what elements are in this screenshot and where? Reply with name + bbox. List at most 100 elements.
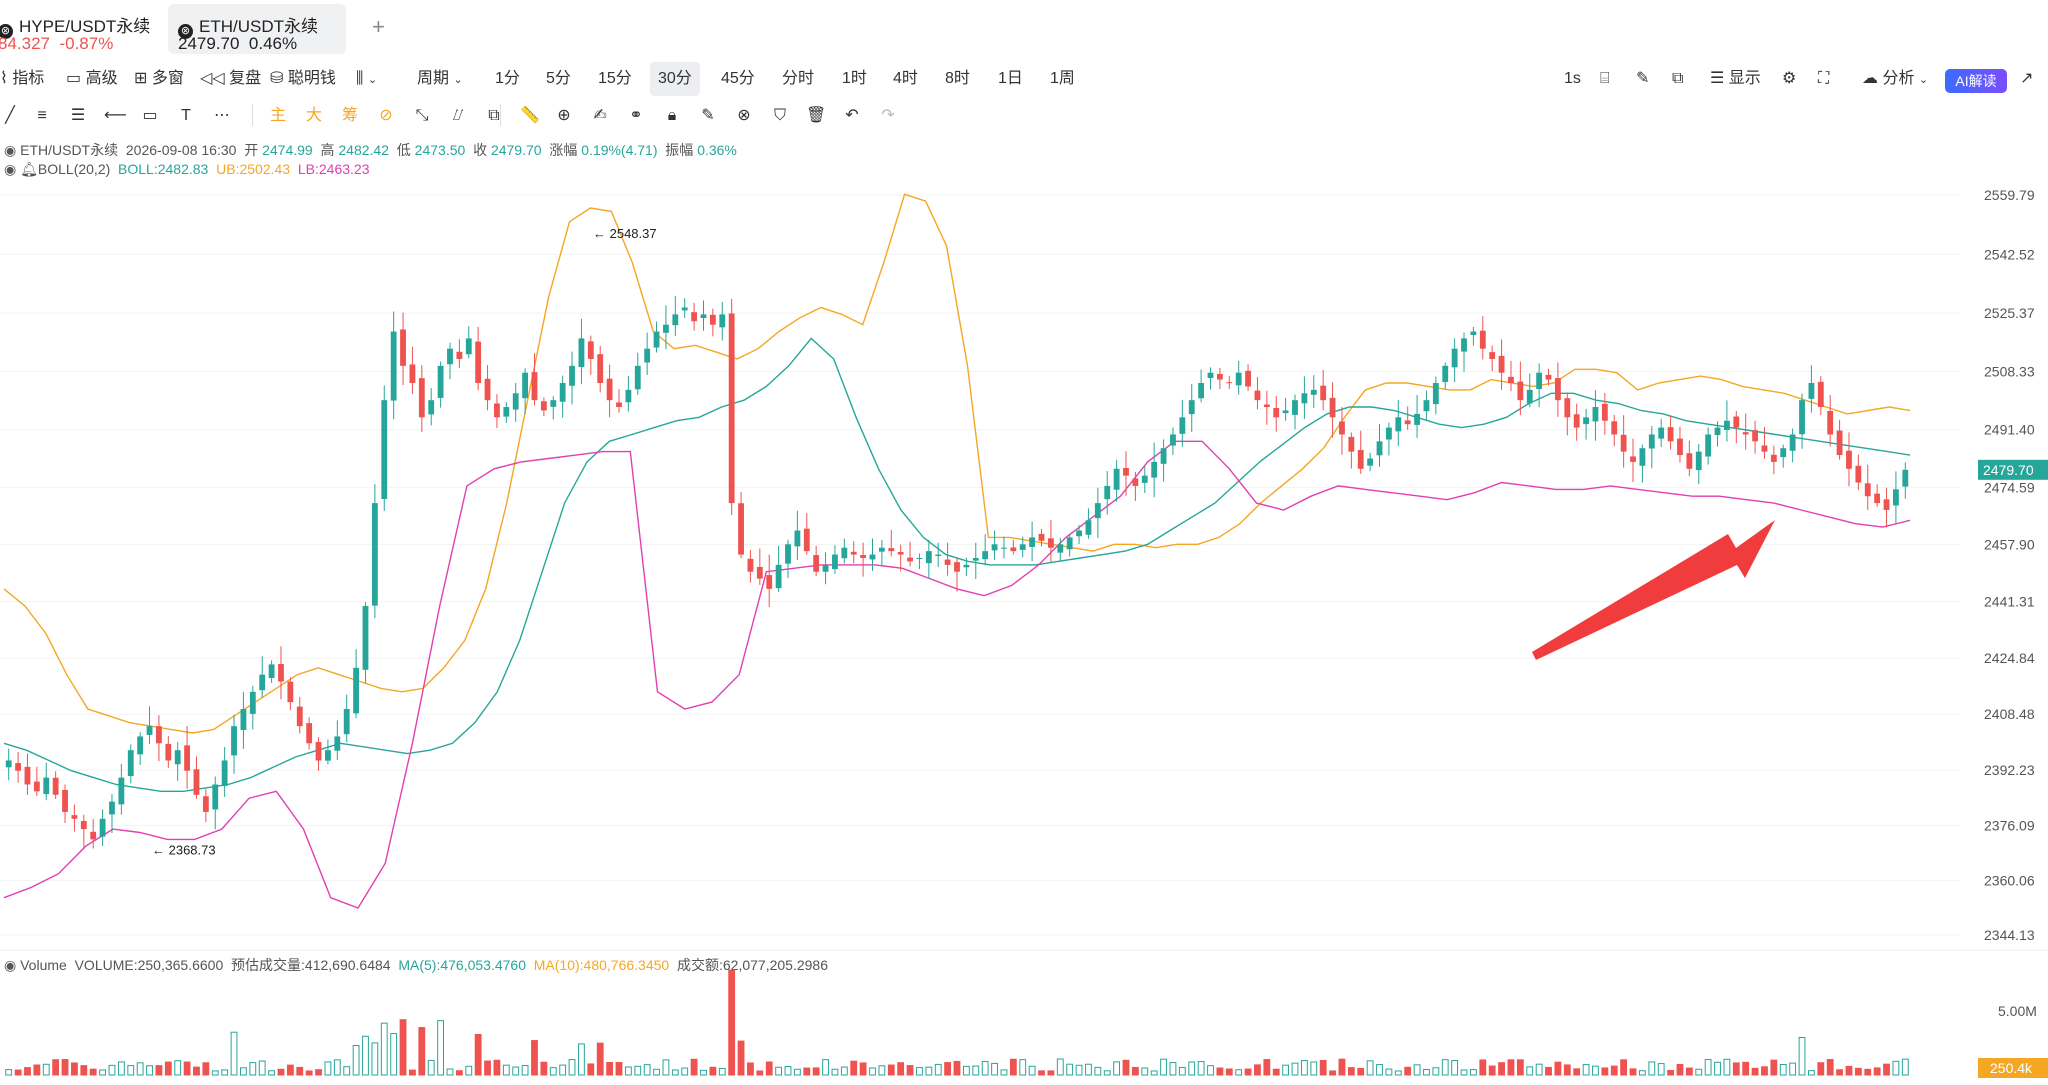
no-draw-icon[interactable]: ⊘ [379, 107, 393, 124]
zoom-icon[interactable]: ⊕ [557, 107, 571, 124]
candle-body [1639, 448, 1646, 466]
price-markers: ← 2548.37 ← 2368.73 [152, 226, 657, 857]
candle-body [972, 558, 979, 561]
volume-bar [1545, 1066, 1552, 1076]
volume-bar [1347, 1067, 1355, 1076]
ruler-icon[interactable]: 📏 [520, 107, 540, 124]
edit-icon[interactable]: ✎ [701, 107, 715, 124]
candle-body [1461, 338, 1467, 352]
candle-body [315, 742, 322, 761]
main-force-tool[interactable]: 主 [269, 107, 286, 124]
display-button[interactable]: ☰ 显示 [1710, 62, 1761, 96]
trend-icon[interactable]: ↗ [2020, 70, 2034, 87]
candle-body [1057, 544, 1064, 553]
settings-icon[interactable]: ⚙ [1782, 70, 1797, 87]
advanced-button[interactable]: ▭ 高级 [66, 62, 118, 96]
big-order-tool[interactable]: 大 [305, 107, 322, 124]
volume-bar [1207, 1065, 1214, 1076]
chart-type-button[interactable]: ⫼ ⌄ [356, 62, 377, 96]
seconds-button[interactable]: 1s [1564, 70, 1581, 87]
period-8h[interactable]: 8时 [945, 70, 970, 87]
period-1m[interactable]: 1分 [495, 70, 520, 87]
copy-icon[interactable]: ⧉ [488, 107, 500, 124]
volume-bar [784, 1066, 792, 1076]
trash-icon[interactable]: 🗑︎ [806, 107, 827, 124]
magnet-icon[interactable]: ⤡ [415, 107, 429, 124]
chip-tool[interactable]: 筹 [341, 107, 358, 124]
analysis-dropdown[interactable]: ☁ 分析 ⌄ [1862, 62, 1928, 96]
volume-bar [1901, 1058, 1909, 1076]
link-icon[interactable]: ⚭ [629, 107, 643, 124]
candle-body [99, 818, 106, 837]
lock-icon[interactable]: 🔒︎ [667, 107, 677, 124]
boll-ub-value: UB:2502.43 [216, 161, 291, 177]
candle-body [935, 554, 942, 556]
volume-name[interactable]: Volume [20, 957, 67, 973]
replay-button[interactable]: ◁◁ 复盘 [200, 62, 261, 96]
filter-icon[interactable]: ⛉ [773, 107, 786, 124]
measure-icon[interactable]: ⌰ [452, 107, 464, 124]
smart-money-button[interactable]: ⛁ 聪明钱 [270, 62, 336, 96]
export-icon[interactable]: ⧉ [1672, 70, 1684, 87]
tab-hype[interactable]: ⊗ HYPE/USDT永续 84.327 -0.87% [0, 4, 150, 54]
candle-body [418, 378, 425, 418]
price-tick: 2525.37 [1984, 305, 2035, 321]
volume-bar [643, 1064, 651, 1076]
candle-type-icon: ⫼ [356, 70, 364, 87]
volume-bar [1085, 1063, 1092, 1076]
volume-bar [831, 1068, 839, 1076]
candle-body [80, 821, 87, 830]
camera-icon[interactable]: ⌸ [1600, 70, 1610, 87]
boll-name[interactable]: BOLL(20,2) [37, 161, 111, 177]
period-1w[interactable]: 1周 [1050, 70, 1075, 87]
tab-eth[interactable]: ⊗ ETH/USDT永续 2479.70 0.46% [168, 4, 346, 54]
period-timeshare[interactable]: 分时 [782, 70, 815, 87]
channel-tool-icon[interactable]: ☰ [70, 107, 86, 124]
multi-window-button[interactable]: ⊞ 多窗 [134, 62, 184, 96]
volume-bar [765, 1061, 773, 1076]
volume-bar [343, 1066, 351, 1076]
volume-bar [512, 1066, 520, 1076]
candle-body [897, 551, 904, 555]
hlines-tool-icon[interactable]: ≡ [37, 107, 47, 124]
eye-icon: ◉ [4, 161, 17, 177]
period-15m[interactable]: 15分 [598, 70, 632, 87]
volume-bar [775, 1066, 783, 1076]
pencil-icon[interactable]: ✎ [1636, 70, 1650, 87]
text-tool-icon[interactable]: T [181, 107, 191, 124]
period-30m[interactable]: 30分 [650, 62, 700, 96]
analysis-label: 分析 [1882, 70, 1915, 87]
volume-bar [1141, 1067, 1149, 1076]
ray-tool-icon[interactable]: ⟵ [104, 107, 127, 124]
period-1d[interactable]: 1日 [998, 70, 1023, 87]
volume-bar [1479, 1059, 1487, 1076]
period-5m[interactable]: 5分 [546, 70, 571, 87]
period-45m[interactable]: 45分 [721, 70, 755, 87]
period-4h[interactable]: 4时 [893, 70, 918, 87]
ai-interpret-button[interactable]: AI解读 [1945, 69, 2007, 93]
line-tool-icon[interactable]: ╱ [5, 107, 15, 124]
candle-body [522, 372, 529, 399]
add-tab-icon[interactable]: + [372, 14, 385, 39]
volume-bar [728, 969, 736, 1076]
redo-icon[interactable]: ↷ [881, 107, 895, 124]
period-dropdown[interactable]: 周期 ⌄ [417, 62, 463, 96]
volume-bars [5, 969, 1909, 1076]
brush-icon[interactable]: ✍ [593, 107, 607, 124]
candle-body [1010, 547, 1017, 552]
period-1h[interactable]: 1时 [842, 70, 867, 87]
more-tools-icon[interactable]: ⋯ [214, 107, 230, 124]
indicators-button[interactable]: ⌇ 指标 [0, 62, 44, 96]
volume-bar [1131, 1066, 1139, 1076]
eye-off-icon[interactable]: ⊗ [737, 107, 751, 124]
candle-body [1564, 398, 1571, 418]
candle-body [1188, 400, 1195, 415]
undo-icon[interactable]: ↶ [845, 107, 859, 124]
candle-body [597, 354, 604, 384]
candle-body [1113, 468, 1120, 490]
rectangle-tool-icon[interactable]: ▭ [142, 107, 158, 124]
amplitude-value: 0.36% [697, 142, 737, 158]
volume-bar [1507, 1059, 1515, 1076]
fullscreen-icon[interactable]: ⛶ [1818, 70, 1830, 87]
